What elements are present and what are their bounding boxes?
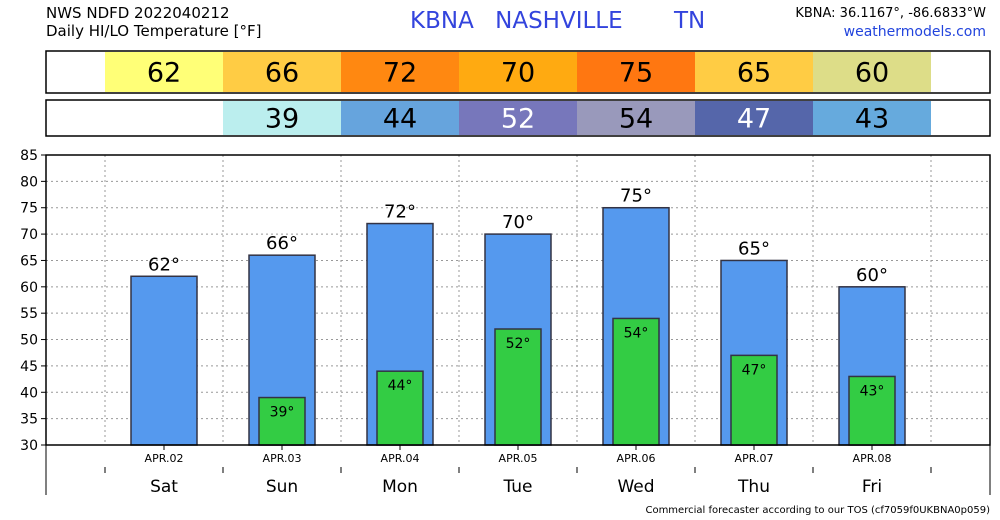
lo-strip-value: 54: [619, 104, 653, 135]
hi-strip-cell: [341, 52, 459, 92]
low-temp-bar: [730, 354, 778, 446]
low-temp-bar: [494, 328, 542, 446]
hi-strip-value: 75: [619, 58, 653, 89]
hi-strip-cell: [459, 52, 577, 92]
hi-strip-cell: [223, 52, 341, 92]
day-label: Sat: [150, 477, 178, 497]
hi-strip-value: 72: [383, 58, 417, 89]
date-label: APR.05: [499, 452, 538, 465]
high-temp-strip: 62 66 72 70 75 65 60: [45, 50, 991, 94]
date-label: APR.02: [145, 452, 184, 465]
low-temp-label: 43°: [860, 383, 885, 399]
low-temp-bar: [376, 370, 424, 446]
station-id: KBNA: [410, 8, 474, 34]
low-temp-label: 44°: [388, 378, 413, 394]
lo-strip-cell: [223, 101, 341, 135]
hi-strip-cell: [813, 52, 931, 92]
y-tick-label: 80: [20, 174, 38, 190]
day-label: Sun: [266, 477, 298, 497]
low-temp-bar: [612, 317, 660, 446]
y-tick-label: 70: [20, 227, 38, 243]
high-temp-label: 72°: [384, 202, 416, 223]
lo-strip-value: 47: [737, 104, 771, 135]
footer-note: Commercial forecaster according to our T…: [645, 505, 990, 516]
hi-strip-value: 60: [855, 58, 889, 89]
high-temp-bar: [130, 275, 198, 446]
y-tick-label: 50: [20, 333, 38, 349]
lo-strip-value: 43: [855, 104, 889, 135]
low-temp-label: 47°: [742, 362, 767, 378]
y-tick-label: 65: [20, 253, 38, 269]
lo-strip-value: 39: [265, 104, 299, 135]
lo-strip-cell: [341, 101, 459, 135]
day-label: Wed: [617, 477, 654, 497]
date-label: APR.06: [617, 452, 656, 465]
product-subtitle: Daily HI/LO Temperature [°F]: [46, 22, 262, 40]
station-header: KBNA NASHVILLE TN: [410, 8, 719, 34]
station-coordinates: KBNA: 36.1167°, -86.6833°W: [795, 6, 986, 21]
low-temp-label: 52°: [506, 336, 531, 352]
high-temp-label: 62°: [148, 254, 180, 275]
y-tick-label: 55: [20, 306, 38, 322]
hi-strip-value: 62: [147, 58, 181, 89]
hi-strip-value: 70: [501, 58, 535, 89]
date-label: APR.07: [735, 452, 774, 465]
high-temp-label: 60°: [856, 265, 888, 286]
lo-strip-cell: [105, 101, 223, 135]
date-label: APR.03: [263, 452, 302, 465]
date-label: APR.08: [853, 452, 892, 465]
lo-strip-value: 52: [501, 104, 535, 135]
y-tick-label: 75: [20, 201, 38, 217]
low-temp-label: 54°: [624, 325, 649, 341]
high-temp-label: 75°: [620, 186, 652, 207]
low-temp-strip: 39 44 52 54 47 43: [45, 99, 991, 137]
lo-strip-cell: [695, 101, 813, 135]
y-tick-label: 60: [20, 280, 38, 296]
y-tick-label: 40: [20, 385, 38, 401]
y-tick-label: 85: [20, 148, 38, 164]
hi-strip-cell: [695, 52, 813, 92]
day-label: Tue: [502, 477, 532, 497]
day-label: Mon: [382, 477, 418, 497]
y-tick-label: 45: [20, 359, 38, 375]
hi-strip-cell: [577, 52, 695, 92]
lo-strip-value: 44: [383, 104, 417, 135]
lo-strip-cell: [813, 101, 931, 135]
hi-strip-value: 66: [265, 58, 299, 89]
product-title: NWS NDFD 2022040212: [46, 4, 230, 22]
day-label: Thu: [737, 477, 770, 497]
hi-strip-value: 65: [737, 58, 771, 89]
date-label: APR.04: [381, 452, 420, 465]
high-temp-label: 66°: [266, 233, 298, 254]
low-temp-label: 39°: [270, 405, 295, 421]
y-tick-label: 30: [20, 438, 38, 454]
day-label: Fri: [862, 477, 882, 497]
station-state: TN: [673, 8, 706, 34]
lo-strip-cell: [459, 101, 577, 135]
high-temp-label: 65°: [738, 238, 770, 259]
lo-strip-cell: [577, 101, 695, 135]
y-tick-label: 35: [20, 412, 38, 428]
hi-strip-cell: [105, 52, 223, 92]
high-temp-label: 70°: [502, 212, 534, 233]
site-link[interactable]: weathermodels.com: [843, 24, 986, 40]
station-name: NASHVILLE: [495, 8, 623, 34]
plot-area: 30 35 40 45 50 55 60 65 70 75 80 85 62° 66° 39° 72° 44° 7…: [20, 148, 991, 497]
low-temp-bar: [258, 396, 306, 446]
